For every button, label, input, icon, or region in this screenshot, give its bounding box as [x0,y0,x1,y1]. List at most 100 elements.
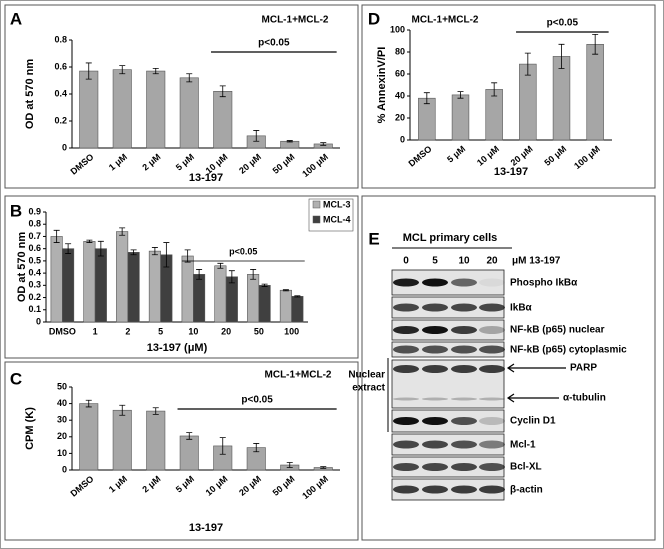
error-bar [184,249,191,263]
bar [116,231,129,323]
error-bar [286,140,293,143]
error-bar [253,443,260,453]
y-tick-label: 20 [57,431,67,441]
blot-band [451,365,477,373]
error-bar [130,249,137,256]
y-tick-label: 0 [400,134,405,144]
error-bar [320,142,327,146]
lane-label: 10 [458,256,470,267]
y-axis-label: % AnnexinV/PI [376,47,388,124]
error-bar [457,91,464,99]
blot-band [451,278,477,287]
blot-band [479,485,505,494]
y-tick-label: 0.4 [54,88,67,98]
bar [586,43,604,141]
bar [79,70,99,149]
bar [50,236,63,323]
error-bar [491,82,498,97]
bar [451,94,470,141]
error-bar [186,73,193,83]
error-bar [228,270,235,284]
error-bar [152,67,159,75]
error-bar [151,247,158,256]
blot-band [393,440,419,449]
y-tick-label: 80 [395,46,405,56]
arrow [506,393,559,403]
blot-band [451,463,477,471]
chart-title: MCL-1+MCL-2 [265,370,332,381]
row-label: Cyclin D1 [510,416,556,427]
y-axis-label: CPM (K) [24,407,36,450]
bar [258,285,271,323]
bar [418,97,436,141]
blot-band [393,303,419,312]
y-tick-label: 0.8 [54,34,67,44]
y-tick-label: 0.2 [28,292,41,302]
bar [94,248,107,323]
x-tick-label: 2 [125,326,130,336]
bar [247,274,260,323]
x-tick-label: 50 [254,326,264,336]
blot-band [393,278,419,287]
bar [485,89,503,141]
row-label: Mcl-1 [510,440,536,451]
x-axis-label: 13-197 [494,166,528,178]
bar [181,255,194,323]
row-label: PARP [570,363,597,374]
error-bar [261,283,268,287]
panel-box [361,195,656,541]
y-tick-label: 100 [390,24,405,34]
blot-band [479,345,505,354]
error-bar [320,466,327,469]
bar [146,70,166,149]
panel-label: B [10,201,22,220]
blot-band [479,440,505,449]
row-label: α-tubulin [563,393,606,404]
blot-band [393,485,419,494]
blot-band [479,278,505,287]
significance-label: p<0.05 [258,38,290,49]
row-label: NF-kB (p65) nuclear [510,325,605,336]
x-tick-label: 5 [158,326,163,336]
bar [279,289,292,323]
blot-band [451,326,477,334]
blot-band [393,417,419,425]
row-label: Phospho IkBα [510,278,578,289]
blot-band [479,397,505,401]
blot-band [451,345,477,354]
y-tick-label: 0.5 [28,255,41,265]
blot-band [479,417,505,425]
bar [552,56,571,141]
error-bar [119,65,126,75]
lane-label: 5 [432,256,438,267]
blot-band [422,345,448,354]
bar [179,77,199,149]
panel-label: C [10,369,22,388]
y-tick-label: 40 [57,398,67,408]
x-tick-label: 10 [188,326,198,336]
x-tick-label: 20 [221,326,231,336]
blot-band [451,417,477,425]
blot-band [393,397,419,401]
bar [112,409,132,471]
bar [179,435,199,471]
error-bar [97,240,104,257]
error-bar [85,399,92,408]
bar [83,241,96,323]
panel-label: D [368,9,380,28]
x-axis-label: 13-197 [189,522,223,534]
blot-band [451,485,477,494]
bar [225,276,238,323]
error-bar [86,239,93,243]
y-tick-label: 0 [62,142,67,152]
row-label: IkBα [510,303,533,314]
chart-title: MCL-1+MCL-2 [412,15,479,26]
panel-label: E [368,229,379,248]
y-tick-label: 0.7 [28,231,41,241]
x-axis-label: 13-197 (μM) [147,342,208,354]
arrow [506,363,566,373]
lane-label: 20 [486,256,498,267]
group-label: extract [352,383,385,394]
bar [214,265,227,323]
blot-band [451,440,477,449]
